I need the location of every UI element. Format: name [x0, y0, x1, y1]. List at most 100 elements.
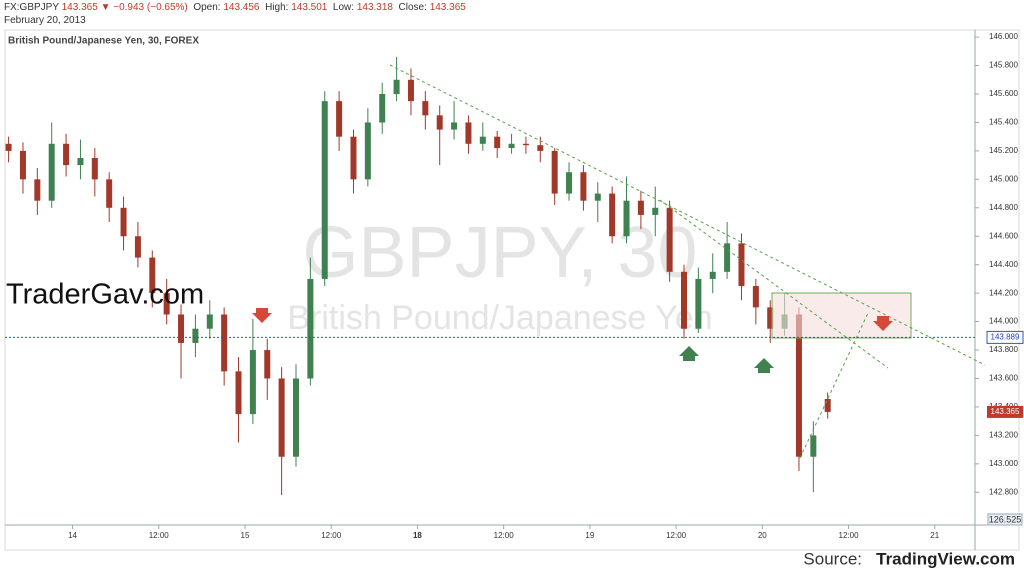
candle-body [508, 143, 515, 149]
plot: 142.800143.000143.200143.400143.600143.8… [5, 32, 1018, 540]
candle-body [336, 101, 343, 137]
candle-body [436, 115, 443, 130]
candle-body [537, 145, 544, 151]
candle-body [738, 243, 745, 287]
candle-body [48, 143, 55, 201]
candle-body [221, 314, 228, 372]
candle-body [752, 286, 759, 308]
y-tick-label: 144.800 [989, 203, 1018, 212]
x-tick-label: 18 [413, 531, 422, 540]
candle-body [551, 150, 558, 194]
trendline [799, 312, 869, 459]
candle-body [623, 200, 630, 237]
candle-body [379, 94, 386, 123]
x-tick-label: 15 [241, 531, 250, 540]
candle-body [494, 136, 501, 149]
y-tick-label: 143.000 [989, 459, 1018, 468]
candle-body [479, 136, 486, 144]
candle-body [795, 314, 802, 457]
candle-body [5, 143, 12, 151]
watermark: GBPJPY, 30 [303, 213, 698, 293]
candle-body [451, 122, 458, 130]
price-line-box [986, 330, 1024, 344]
candle-body [307, 278, 314, 379]
candle-body [681, 271, 687, 329]
candle-body [178, 314, 185, 343]
candle-body [134, 236, 141, 258]
candle-body [695, 278, 702, 329]
y-tick-label: 145.200 [989, 146, 1018, 155]
y-tick-label: 144.400 [989, 260, 1018, 269]
x-tick-label: 12:00 [494, 531, 515, 540]
y-tick-label: 143.600 [989, 374, 1018, 383]
watermark-sub: British Pound/Japanese Yen [287, 299, 712, 337]
x-tick-label: 12:00 [839, 531, 860, 540]
candle-body [264, 350, 271, 379]
x-tick-label: 19 [585, 531, 594, 540]
candle-body [364, 122, 371, 180]
x-tick-label: 14 [68, 531, 77, 540]
candle-body [350, 136, 357, 180]
candle-body [149, 257, 156, 294]
last-price-label: 143.365 [991, 407, 1020, 416]
x-tick-label: 12:00 [149, 531, 170, 540]
candle-body [580, 172, 587, 201]
high: 143.501 [291, 2, 328, 13]
candle-body [278, 378, 285, 457]
last-price-box [987, 405, 1023, 418]
y-tick-label: 145.800 [989, 61, 1018, 70]
y-tick-label: 145.600 [989, 89, 1018, 98]
arrow: ▼ [100, 2, 111, 13]
source: TradingView.com [876, 549, 1015, 568]
price-line-label: 143.889 [991, 332, 1020, 341]
open-label: Open: [193, 2, 221, 13]
candle-body [422, 101, 429, 116]
y-tick-label: 143.200 [989, 430, 1018, 439]
arrow-down [873, 316, 893, 331]
low-label: Low: [332, 2, 355, 13]
low: 143.318 [356, 2, 393, 13]
candle-body [163, 293, 170, 315]
arrow-down [252, 308, 272, 323]
chart-title: British Pound/Japanese Yen, 30, FOREX [8, 36, 199, 47]
y-tick-label: 144.200 [989, 288, 1018, 297]
quote-line: FX:GBPJPY 143.365 ▼ −0.943 (−0.65%) Open… [4, 1, 466, 14]
x-tick-label: 21 [930, 531, 939, 540]
close-label: Close: [398, 2, 427, 13]
close: 143.365 [429, 2, 466, 13]
x-tick-label: 20 [758, 531, 767, 540]
candle-body [393, 79, 400, 95]
candle-body [34, 179, 41, 201]
open: 143.456 [223, 2, 260, 13]
y-tick-label: 145.000 [989, 174, 1018, 183]
y-tick-label: 146.000 [989, 32, 1018, 41]
candle-body [465, 122, 472, 144]
candle-body [594, 193, 601, 201]
last: 143.365 [61, 2, 98, 13]
x-tick-label: 12:00 [666, 531, 687, 540]
candle-body [810, 435, 817, 457]
candle-body [407, 79, 414, 102]
high-label: High: [265, 2, 289, 13]
candle-body [63, 143, 70, 166]
y-tick-label: 144.600 [989, 231, 1018, 240]
candle-body [767, 307, 774, 329]
x-tick-label: 12:00 [321, 531, 342, 540]
symbol: FX:GBPJPY [4, 2, 59, 13]
arrow-up [679, 346, 699, 361]
bottom-price-box [987, 513, 1023, 526]
candle-body [19, 150, 26, 180]
candle-body [522, 143, 529, 146]
header: FX:GBPJPY 143.365 ▼ −0.943 (−0.65%) Open… [4, 1, 466, 27]
candle-body [321, 101, 328, 279]
date: February 20, 2013 [4, 15, 86, 26]
bottom-price-label: 126.525 [989, 514, 1022, 524]
candle-body [293, 378, 299, 457]
change: −0.943 (−0.65%) [113, 2, 188, 13]
candle-body [566, 172, 573, 194]
candle-body [652, 207, 659, 215]
candle-body [192, 328, 199, 343]
candle-body [724, 243, 731, 272]
